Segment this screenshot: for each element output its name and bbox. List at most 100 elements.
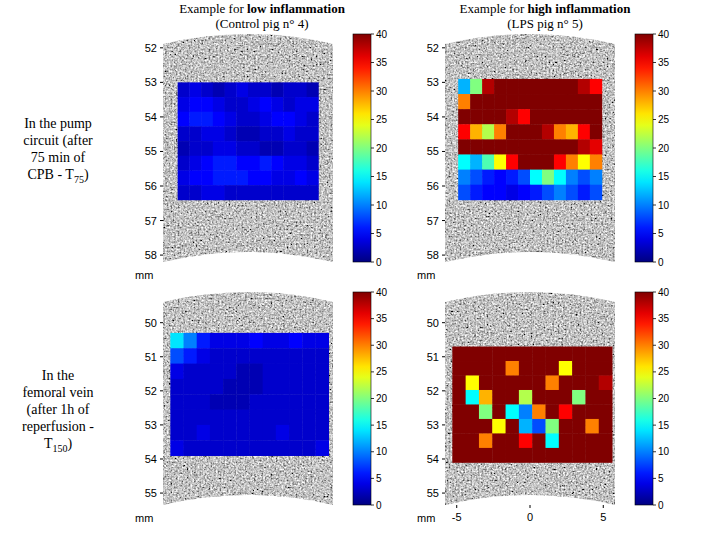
heatmap-cell [494,94,506,110]
heatmap-cell [271,170,283,185]
heatmap-cell [210,364,224,380]
row-header-subscript: 75 [74,174,84,185]
heatmap-cell [295,170,307,185]
y-tick [442,116,445,117]
column-subheader: (LPS pig n° 5) [507,16,583,31]
heatmap-cell [260,141,272,156]
y-tick [160,220,163,221]
heatmap-cell [578,139,590,155]
heatmap-cell [590,185,602,201]
heatmap-cell [530,185,542,201]
heatmap-cell [585,390,599,405]
header-prefix: Example for [179,1,247,16]
colorbar-tick [371,398,374,399]
heatmap-cell [315,425,329,441]
heatmap-cell [494,109,506,125]
heatmap-cell [295,156,307,171]
heatmap-cell [170,394,184,410]
heatmap-cell [494,154,506,170]
heatmap-cell [189,82,201,97]
heatmap-cell [201,185,213,200]
heatmap-cell [249,394,263,410]
heatmap-cell [249,440,263,456]
y-tick-label: 55 [145,487,157,499]
heatmap-cell [184,333,198,349]
heatmap-cell [452,361,466,376]
heatmap-cell [276,425,290,441]
heatmap-cell [452,375,466,390]
colorbar-tick-label: 40 [376,29,388,40]
heatmap-cell [307,156,319,171]
heatmap-cell [315,333,329,349]
colorbar-tick-label: 25 [376,114,388,125]
heatmap-cell [276,348,290,364]
y-tick-label: 53 [145,419,157,431]
heatmap-cells [452,347,612,463]
heatmap-cell [466,448,480,463]
heatmap-cell [466,390,480,405]
heatmap-cell [578,109,590,125]
heatmap-cell [518,124,530,140]
heatmap-cell [178,82,190,97]
colorbar-tick [653,205,656,206]
heatmap-cell [578,185,590,201]
heatmap-cell [482,94,494,110]
y-tick-label: 53 [145,76,157,88]
y-tick [442,220,445,221]
row-header-text: ) [67,436,72,452]
colorbar-tick [371,205,374,206]
heatmap-cell [307,185,319,200]
heatmap-cell [559,433,573,448]
heatmap-cell [315,410,329,426]
heatmap-cell [559,361,573,376]
colorbar-tick-label: 15 [376,171,388,182]
heatmap-cell [276,333,290,349]
heatmap-cell [315,394,329,410]
heatmap-cell [263,394,277,410]
heatmap-cells [458,79,602,200]
y-tick-label: 58 [427,249,439,261]
colorbar-tick [371,505,374,506]
heatmap-cell [506,124,518,140]
heatmap-cell [184,440,198,456]
colorbar-tick-label: 35 [658,57,670,68]
colorbar-tick-label: 40 [658,29,670,40]
heatmap-cell [225,141,237,156]
heatmap-cell [236,364,250,380]
colorbar-tick [653,176,656,177]
heatmap-cell [236,141,248,156]
heatmap-cell [482,79,494,95]
heatmap-cell [170,348,184,364]
heatmap-cell [295,112,307,127]
heatmap-cell [260,112,272,127]
heatmap-cell [236,156,248,171]
colorbar-tick [371,478,374,479]
heatmap-cell [225,156,237,171]
colorbar-tick-label: 20 [658,143,670,154]
heatmap-cell [289,379,303,395]
heatmap-cell [559,390,573,405]
heatmap-cell [263,364,277,380]
heatmap-cell [458,109,470,125]
heatmap-cell [170,379,184,395]
heatmap-cell [276,440,290,456]
heatmap-cell [249,379,263,395]
heatmap-cell [542,170,554,186]
heatmap-cell [554,109,566,125]
heatmap-cell [302,333,316,349]
heatmap-cell [184,379,198,395]
y-tick [442,255,445,256]
colorbar-tick [371,119,374,120]
heatmap-cell [189,97,201,112]
heatmap-cell [482,109,494,125]
heatmap-cell [236,440,250,456]
heatmap-cell [315,364,329,380]
heatmap-cell [482,185,494,201]
heatmap-cell [542,109,554,125]
heatmap-cell [189,112,201,127]
heatmap-cell [542,124,554,140]
row-header-text: CPB - T [27,167,74,182]
colorbar-tick [371,91,374,92]
heatmap-cell [236,410,250,426]
heatmap-cell [554,94,566,110]
